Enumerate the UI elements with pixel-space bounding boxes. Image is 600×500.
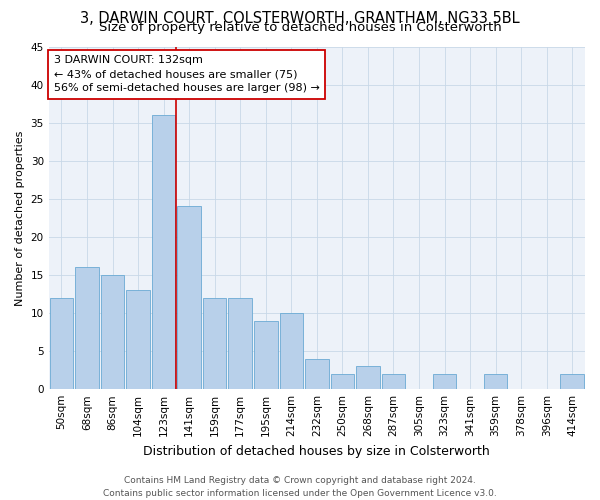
Bar xyxy=(331,374,354,389)
Bar xyxy=(101,275,124,389)
X-axis label: Distribution of detached houses by size in Colsterworth: Distribution of detached houses by size … xyxy=(143,444,490,458)
Bar xyxy=(203,298,226,389)
Bar xyxy=(127,290,150,389)
Bar xyxy=(280,313,303,389)
Bar xyxy=(560,374,584,389)
Bar xyxy=(152,115,175,389)
Bar xyxy=(229,298,252,389)
Text: 3, DARWIN COURT, COLSTERWORTH, GRANTHAM, NG33 5BL: 3, DARWIN COURT, COLSTERWORTH, GRANTHAM,… xyxy=(80,11,520,26)
Bar xyxy=(433,374,456,389)
Bar xyxy=(305,358,329,389)
Bar xyxy=(356,366,380,389)
Bar xyxy=(178,206,201,389)
Bar xyxy=(254,320,278,389)
Bar xyxy=(382,374,405,389)
Bar xyxy=(75,268,99,389)
Text: 3 DARWIN COURT: 132sqm
← 43% of detached houses are smaller (75)
56% of semi-det: 3 DARWIN COURT: 132sqm ← 43% of detached… xyxy=(54,55,320,93)
Y-axis label: Number of detached properties: Number of detached properties xyxy=(15,130,25,306)
Bar xyxy=(484,374,508,389)
Text: Size of property relative to detached houses in Colsterworth: Size of property relative to detached ho… xyxy=(98,22,502,35)
Bar xyxy=(50,298,73,389)
Text: Contains HM Land Registry data © Crown copyright and database right 2024.
Contai: Contains HM Land Registry data © Crown c… xyxy=(103,476,497,498)
